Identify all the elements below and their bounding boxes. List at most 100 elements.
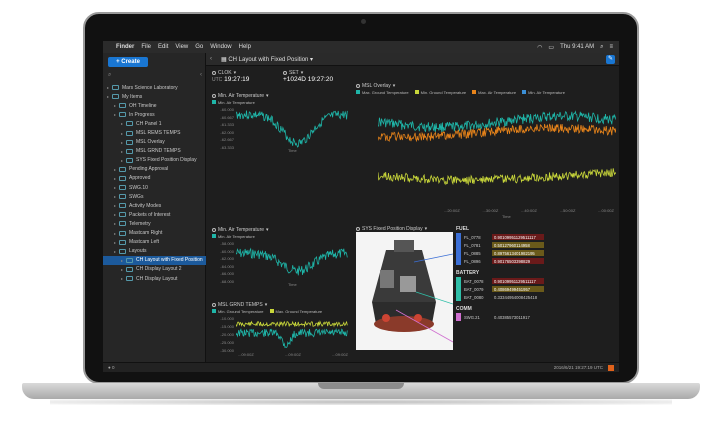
expand-arrow-icon[interactable]: ▸	[121, 276, 124, 282]
sidebar-item[interactable]: ▸ CH Display Layout 2	[103, 265, 206, 274]
sidebar-item[interactable]: ▸ My Items	[103, 92, 206, 101]
expand-arrow-icon[interactable]: ▸	[114, 230, 117, 236]
y-tick: -60.667	[220, 114, 234, 120]
sidebar-item[interactable]: ▸ In Progress	[103, 110, 206, 119]
expand-arrow-icon[interactable]: ▸	[121, 121, 124, 127]
telemetry-value: 0.90109951129511117	[492, 234, 544, 240]
set-prefix: +	[283, 76, 287, 83]
expand-arrow-icon[interactable]: ▸	[114, 112, 117, 118]
sidebar-item-label: Mastcam Right	[129, 230, 163, 237]
telemetry-row[interactable]: FL_0778 0.90109951129511117	[464, 233, 544, 241]
plot-area[interactable]	[236, 315, 348, 351]
sidebar-item[interactable]: ▸ OH Timeline	[103, 101, 206, 110]
sidebar-item[interactable]: ▸ CH Layout with Fixed Position	[103, 255, 206, 265]
create-button[interactable]: + Create	[108, 57, 148, 67]
air-temp-plot-2[interactable]: Min. Air Temperature ▾ Min. Air Temperat…	[212, 226, 350, 288]
wifi-icon[interactable]: ◠	[537, 44, 543, 51]
sidebar-item-label: Mars Science Laboratory	[122, 84, 178, 91]
y-axis: -60.000 -60.667 -61.333 -62.000 -62.667 …	[212, 106, 234, 152]
expand-arrow-icon[interactable]: ▸	[114, 248, 117, 254]
sidebar-item[interactable]: ▸ Packets of Interest	[103, 210, 206, 219]
menu-item-file[interactable]: File	[141, 44, 152, 50]
expand-arrow-icon[interactable]: ▸	[121, 157, 124, 163]
status-indicator-icon[interactable]: ●	[108, 365, 111, 370]
x-tick: ...09:00Z	[238, 352, 254, 357]
msl-overlay-plot[interactable]: MSL Overlay ▾ Max. Ground Temperature Mi…	[356, 82, 619, 220]
sidebar-item[interactable]: ▸ Mastcam Right	[103, 229, 206, 238]
expand-arrow-icon[interactable]: ▸	[121, 148, 124, 154]
edit-button[interactable]: ✎	[606, 55, 615, 64]
sidebar-item[interactable]: ▸ MSL Overlay	[103, 138, 206, 147]
sidebar-item[interactable]: ▸ CH Panel 1	[103, 119, 206, 128]
menu-item-help[interactable]: Help	[238, 44, 251, 50]
search-icon[interactable]: ⌕	[108, 71, 112, 78]
menu-item-edit[interactable]: Edit	[158, 44, 169, 50]
expand-arrow-icon[interactable]: ▸	[121, 139, 124, 145]
sidebar-item[interactable]: ▸ SYS Fixed Position Display	[103, 156, 206, 165]
sidebar-item-label: My Items	[122, 93, 143, 100]
expand-arrow-icon[interactable]: ▸	[114, 166, 117, 172]
expand-arrow-icon[interactable]: ▸	[114, 239, 117, 245]
telemetry-row[interactable]: BAT_0079 0.40869499451957	[464, 285, 544, 293]
expand-arrow-icon[interactable]: ▸	[114, 185, 117, 191]
telemetry-row[interactable]: FL_0896 0.90176503398829	[464, 257, 544, 265]
folder-icon	[126, 157, 133, 163]
sidebar-item-label: Activity Modes	[129, 202, 162, 209]
sidebar-item[interactable]: ▸ SWGs	[103, 192, 206, 201]
sidebar-item[interactable]: ▸ Pending Approval	[103, 165, 206, 174]
air-temp-plot-1[interactable]: Min. Air Temperature ▾ Min. Air Temperat…	[212, 92, 350, 154]
sidebar-item[interactable]: ▸ MSL GRND TEMPS	[103, 147, 206, 156]
sidebar-item[interactable]: ▸ CH Display Layout	[103, 274, 206, 283]
sidebar-item[interactable]: ▸ SWG.10	[103, 183, 206, 192]
telemetry-row[interactable]: BAT_0080 0.33344954008425418	[464, 293, 544, 301]
plot-area[interactable]	[236, 240, 348, 284]
folder-icon	[119, 103, 126, 109]
telemetry-row[interactable]: SWG.21 0.40385573011917	[464, 313, 544, 321]
menu-app-name[interactable]: Finder	[116, 44, 135, 50]
back-icon[interactable]: ‹	[210, 56, 212, 62]
expand-arrow-icon[interactable]: ▸	[107, 94, 110, 100]
sidebar-item[interactable]: ▸ Layouts	[103, 247, 206, 256]
telemetry-name: BAT_0079	[464, 286, 484, 292]
menu-item-window[interactable]: Window	[210, 44, 232, 50]
sidebar-item[interactable]: ▸ Telemetry	[103, 219, 206, 228]
expand-arrow-icon[interactable]: ▸	[114, 203, 117, 209]
sidebar-item[interactable]: ▸ Mastcam Left	[103, 238, 206, 247]
expand-arrow-icon[interactable]: ▸	[114, 221, 117, 227]
expand-arrow-icon[interactable]: ▸	[114, 212, 117, 218]
expand-arrow-icon[interactable]: ▸	[114, 103, 117, 109]
expand-arrow-icon[interactable]: ▸	[121, 257, 124, 263]
telemetry-row[interactable]: FL_0885 0.8975613401982195	[464, 249, 544, 257]
sidebar-item[interactable]: ▸ MSL REMS TEMPS	[103, 128, 206, 137]
legend-label: Min. Air Temperature	[218, 99, 255, 105]
sidebar-item[interactable]: ▸ Mars Science Laboratory	[103, 83, 206, 92]
search-icon[interactable]: ⌕	[600, 43, 604, 50]
plot-area[interactable]	[378, 98, 616, 206]
plot-title: MSL Overlay ▾	[356, 82, 619, 89]
expand-arrow-icon[interactable]: ▸	[121, 130, 124, 136]
grnd-temps-plot[interactable]: MSL GRND TEMPS ▾ Min. Ground Temperature…	[212, 301, 350, 361]
fixed-position-panel: SYS Fixed Position Display ▾	[356, 225, 453, 361]
menu-item-go[interactable]: Go	[195, 44, 204, 50]
legend-swatch	[212, 234, 216, 239]
telemetry-row[interactable]: BAT_0078 0.90109951129511117	[464, 277, 544, 285]
expand-arrow-icon[interactable]: ▸	[114, 175, 117, 181]
plot-area[interactable]	[236, 106, 348, 150]
sidebar-item[interactable]: ▸ Activity Modes	[103, 201, 206, 210]
plot-title-text: MSL GRND TEMPS	[218, 301, 263, 308]
plot-title-text: MSL Overlay	[362, 82, 391, 89]
menu-clock[interactable]: Thu 9:41 AM	[560, 44, 595, 50]
expand-arrow-icon[interactable]: ▸	[121, 266, 124, 272]
sidebar-item[interactable]: ▸ Approved	[103, 174, 206, 183]
battery-icon[interactable]: ▭	[548, 44, 555, 51]
telemetry-row[interactable]: FL_0781 0.50127960114958	[464, 241, 544, 249]
menu-item-view[interactable]: View	[175, 44, 189, 50]
list-icon[interactable]: ≡	[609, 44, 613, 50]
group-color-bar	[456, 277, 461, 301]
legend-swatch	[522, 90, 527, 95]
expand-arrow-icon[interactable]: ▸	[107, 85, 110, 91]
collapse-icon[interactable]: ‹	[200, 72, 202, 78]
x-tick: ...09:00Z	[285, 352, 301, 357]
expand-arrow-icon[interactable]: ▸	[114, 194, 117, 200]
y-tick: -61.333	[220, 122, 234, 128]
